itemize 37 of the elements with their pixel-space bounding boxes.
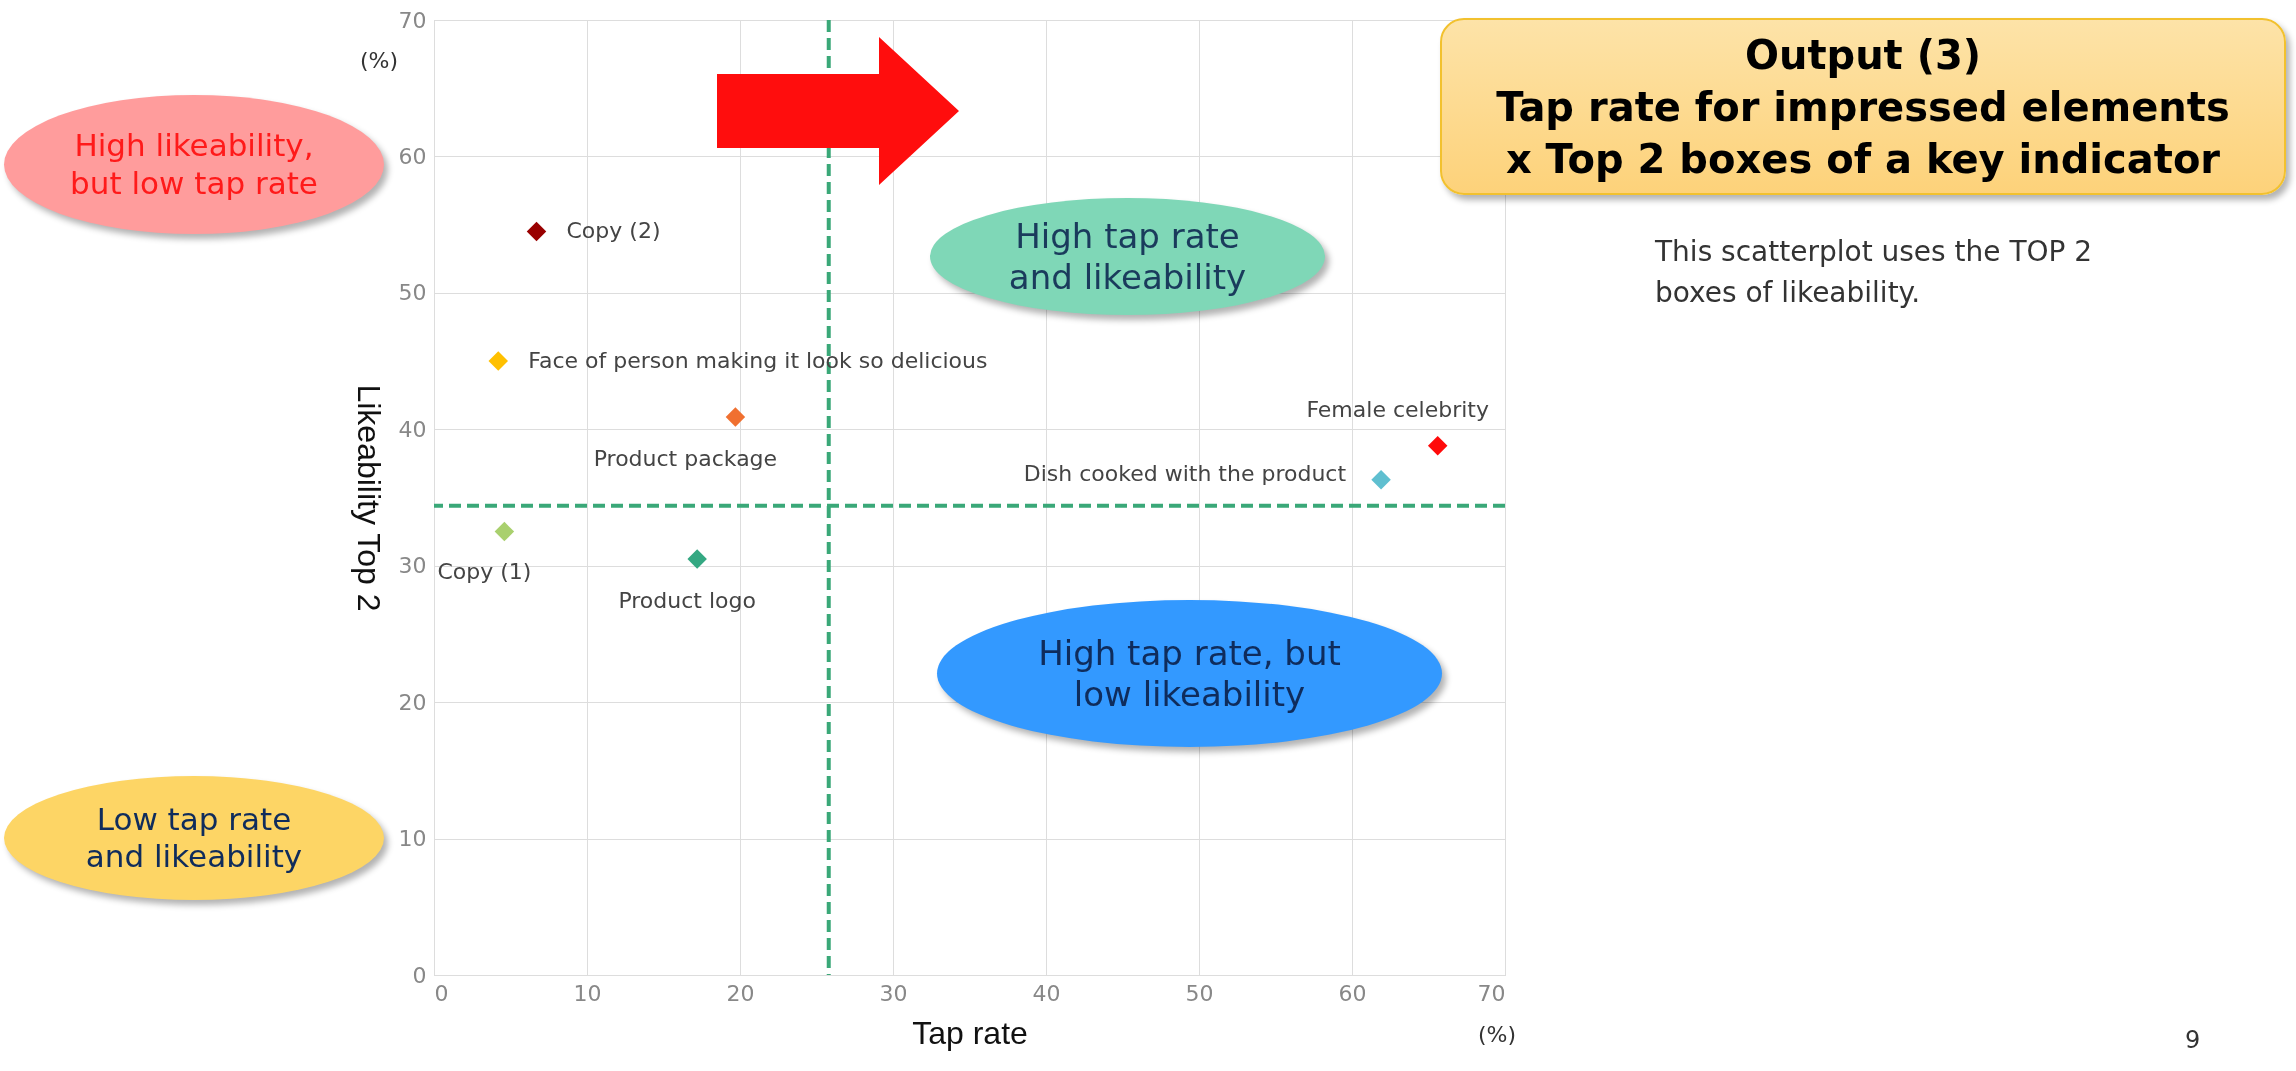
series-label: Product logo [618,587,756,613]
point [526,221,547,242]
point [687,549,707,569]
x-tick-label: 40 [1032,980,1061,1006]
series-label: Copy (1) [437,558,532,584]
x-tick-label: 30 [879,980,908,1006]
y-tick-label: 50 [398,280,427,306]
text: Output (3) Tap rate for impressed elements x Top 2 boxes of a key indicator [1440,18,2286,195]
text: (%) [360,48,399,73]
text: Female celebrity [1306,396,1489,422]
y-tick-label: 0 [412,962,427,988]
point [725,407,746,427]
y-tick-label: 20 [398,689,427,715]
y-tick-label: 60 [398,143,427,169]
text: This scatterplot uses the TOP 2 boxes of likeability. [1655,234,2093,311]
series-label: Dish cooked with the product [1023,460,1347,486]
point [1427,435,1448,456]
series-label: Face of person making it look so delicious [528,348,988,374]
point [1371,470,1391,490]
y-tick-label: 30 [398,553,427,579]
series-label: Product package [593,446,778,472]
x-axis-title: Tap rate [912,1014,1028,1051]
x-tick-label: 0 [434,980,449,1006]
y-axis-title: Likeability Top 2 [350,384,387,612]
y-tick-label: 70 [398,7,427,33]
text: (%) [1478,1022,1517,1047]
series-label: Copy (2) [566,218,661,244]
point [494,521,515,542]
y-tick-label: 10 [398,826,427,852]
x-tick-label: 60 [1338,980,1367,1006]
y-tick-label: 40 [398,416,427,442]
x-tick-label: 70 [1477,980,1506,1006]
x-tick-label: 50 [1185,980,1214,1006]
point [488,351,509,371]
x-tick-label: 20 [726,980,755,1006]
x-tick-label: 10 [573,980,602,1006]
text: 9 [2185,1026,2201,1054]
